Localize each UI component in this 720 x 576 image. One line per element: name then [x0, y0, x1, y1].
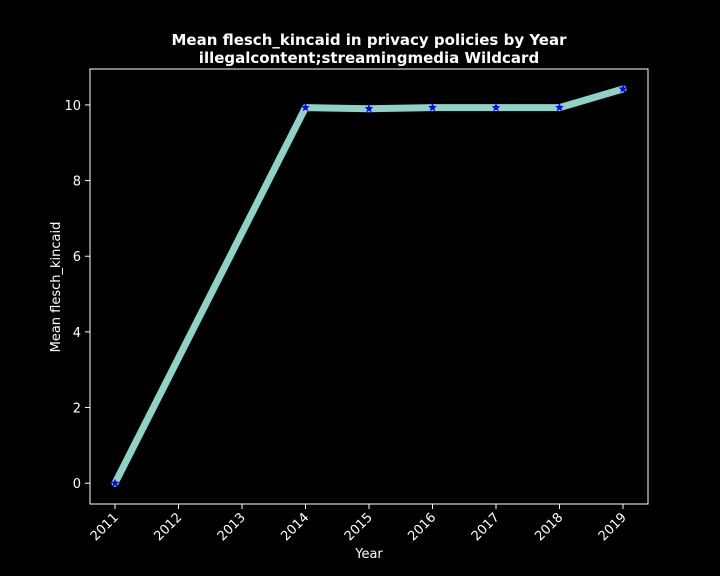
chart-title-line-2: illegalcontent;streamingmedia Wildcard — [199, 49, 539, 67]
data-point-marker — [301, 102, 310, 112]
data-point-marker — [364, 104, 374, 113]
x-tick-label: 2018 — [532, 510, 566, 544]
series-layer — [110, 84, 628, 487]
y-tick-label: 0 — [73, 477, 81, 492]
chart-title-line-1: Mean flesch_kincaid in privacy policies … — [171, 31, 567, 49]
y-tick-label: 4 — [73, 326, 81, 341]
data-point-marker — [428, 102, 437, 112]
y-tick-label: 2 — [73, 402, 81, 417]
y-tick-label: 8 — [73, 175, 81, 190]
x-tick-label: 2017 — [469, 510, 503, 544]
x-tick-label: 2013 — [215, 510, 249, 544]
y-axis: 0 2 4 6 8 10 — [64, 99, 90, 492]
data-point-marker — [555, 102, 564, 112]
data-point-marker — [110, 478, 120, 487]
plot-area — [89, 68, 649, 505]
data-point-marker — [491, 102, 501, 112]
x-tick-label: 2011 — [88, 510, 122, 544]
x-axis-label: Year — [354, 547, 383, 562]
x-tick-label: 2019 — [596, 510, 630, 544]
data-point-marker — [618, 84, 628, 93]
x-tick-label: 2012 — [151, 510, 185, 544]
x-tick-label: 2016 — [405, 510, 439, 544]
x-tick-label: 2014 — [278, 510, 312, 544]
x-tick-label: 2015 — [342, 510, 376, 544]
x-axis: 2011 2012 2013 2014 2015 2016 2017 2018 2019 — [88, 504, 630, 544]
y-axis-label: Mean flesch_kincaid — [49, 222, 64, 353]
y-tick-label: 10 — [64, 99, 81, 114]
y-tick-label: 6 — [73, 250, 81, 265]
series-line — [111, 85, 627, 487]
